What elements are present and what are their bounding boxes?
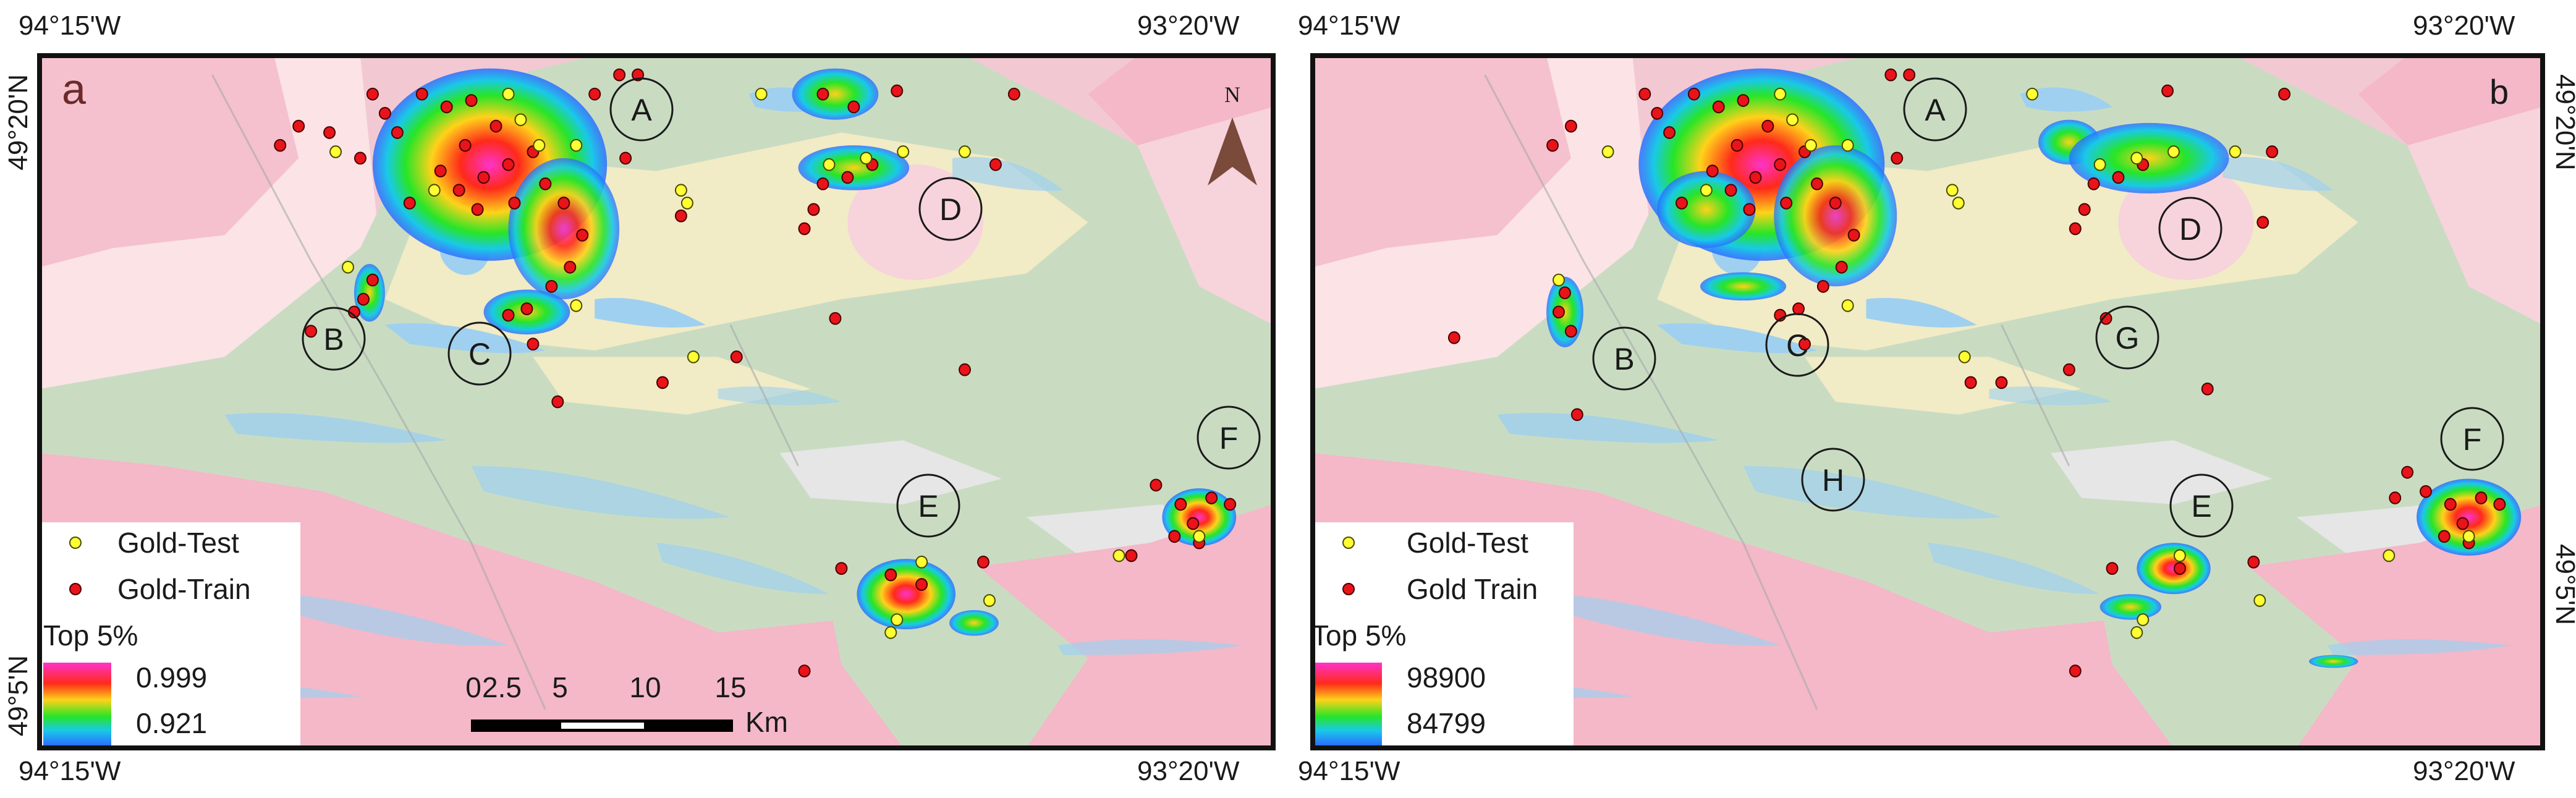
zone-label-a-D: D bbox=[918, 177, 983, 241]
panel-a: 94°15'W 93°20'W 94°15'W 93°20'W 49°20'N … bbox=[3, 11, 1276, 786]
svg-text:2.5: 2.5 bbox=[482, 671, 522, 703]
coord-bottom-right-b: 93°20'W bbox=[2413, 756, 2515, 786]
svg-text:10: 10 bbox=[629, 671, 661, 703]
panel-b: 94°15'W 93°20'W 94°15'W 93°20'W 49°20'N … bbox=[1298, 11, 2576, 786]
legend-title: Top 5% bbox=[43, 619, 138, 652]
coord-bottom-left-b: 94°15'W bbox=[1298, 756, 1400, 786]
coord-top-right-b: 93°20'W bbox=[2413, 11, 2515, 41]
coord-bottom-right: 93°20'W bbox=[1137, 756, 1240, 786]
north-arrow-icon: N bbox=[1208, 82, 1257, 185]
legend-max-b: 98900 bbox=[1407, 661, 1486, 694]
zone-label-b-C: C bbox=[1765, 313, 1829, 377]
legend-b: Gold-Test Gold Train Top 5% 98900 84799 bbox=[1311, 522, 1574, 748]
map-frame-b bbox=[1310, 53, 2545, 750]
map-a bbox=[40, 56, 1273, 748]
legend-min: 0.921 bbox=[136, 707, 207, 739]
legend-a: Gold-Test Gold-Train Top 5% 0.999 0.921 bbox=[41, 522, 300, 748]
zone-label-b-B: B bbox=[1592, 326, 1656, 391]
zone-label-b-E: E bbox=[2169, 473, 2234, 538]
legend-title-b: Top 5% bbox=[1311, 619, 1406, 652]
scale-bar: 0 2.5 5 10 15 Km bbox=[465, 671, 788, 738]
zone-label-a-B: B bbox=[302, 307, 366, 371]
coord-right-top: 49°20'N bbox=[2550, 74, 2576, 171]
coord-left-bottom: 49°5'N bbox=[3, 655, 33, 736]
coord-bottom-left: 94°15'W bbox=[19, 756, 121, 786]
legend-test-marker-b bbox=[1342, 537, 1355, 549]
svg-text:F: F bbox=[1219, 421, 1239, 456]
zone-label-b-A: A bbox=[1903, 77, 1967, 142]
svg-text:H: H bbox=[1822, 463, 1844, 498]
scale-unit: Km bbox=[745, 706, 788, 738]
svg-text:D: D bbox=[2179, 212, 2201, 247]
svg-text:15: 15 bbox=[714, 671, 746, 703]
legend-train-label-b: Gold Train bbox=[1407, 573, 1538, 605]
legend-test-label-b: Gold-Test bbox=[1407, 527, 1528, 559]
coord-left-top: 49°20'N bbox=[3, 74, 33, 171]
legend-test-marker bbox=[69, 537, 82, 549]
coord-top-left: 94°15'W bbox=[19, 11, 121, 41]
svg-text:A: A bbox=[1925, 93, 1946, 127]
svg-text:B: B bbox=[323, 322, 344, 357]
svg-text:C: C bbox=[1786, 328, 1808, 363]
coord-right-bottom: 49°5'N bbox=[2550, 544, 2576, 625]
svg-text:G: G bbox=[2116, 321, 2140, 355]
zone-label-b-F: F bbox=[2440, 407, 2504, 471]
legend-train-label: Gold-Train bbox=[117, 573, 251, 605]
svg-text:E: E bbox=[2191, 489, 2211, 524]
svg-text:A: A bbox=[631, 93, 652, 127]
legend-min-b: 84799 bbox=[1407, 707, 1486, 739]
legend-colorbar bbox=[43, 663, 111, 745]
legend-test-label: Gold-Test bbox=[117, 527, 239, 559]
zone-label-a-C: C bbox=[447, 321, 512, 386]
map-b bbox=[1313, 56, 2543, 748]
svg-text:D: D bbox=[939, 192, 962, 227]
coord-top-right: 93°20'W bbox=[1137, 11, 1240, 41]
svg-text:C: C bbox=[468, 337, 491, 371]
panel-letter-a: a bbox=[62, 65, 86, 113]
svg-text:B: B bbox=[1614, 342, 1634, 376]
legend-train-marker bbox=[69, 583, 82, 595]
heat-zones-b bbox=[1546, 68, 2522, 668]
zone-labels-b: A B C D E F G H bbox=[1592, 77, 2504, 538]
zone-labels-a: A B C D E F bbox=[302, 77, 1261, 538]
legend-max: 0.999 bbox=[136, 661, 207, 694]
svg-text:E: E bbox=[918, 489, 938, 524]
zone-label-b-G: G bbox=[2095, 305, 2159, 370]
svg-text:N: N bbox=[1224, 82, 1240, 107]
zone-label-a-A: A bbox=[609, 77, 674, 142]
svg-text:F: F bbox=[2463, 422, 2482, 457]
zone-label-a-F: F bbox=[1197, 405, 1261, 470]
zone-label-b-D: D bbox=[2158, 197, 2222, 261]
zone-label-b-H: H bbox=[1801, 448, 1865, 512]
zone-label-a-E: E bbox=[896, 473, 960, 538]
map-frame-a bbox=[37, 53, 1276, 750]
svg-text:5: 5 bbox=[552, 671, 568, 703]
panel-letter-b: b bbox=[2489, 72, 2509, 111]
coord-top-left-b: 94°15'W bbox=[1298, 11, 1400, 41]
legend-colorbar-b bbox=[1314, 663, 1382, 745]
svg-text:0: 0 bbox=[465, 671, 481, 703]
legend-train-marker-b bbox=[1342, 583, 1355, 595]
